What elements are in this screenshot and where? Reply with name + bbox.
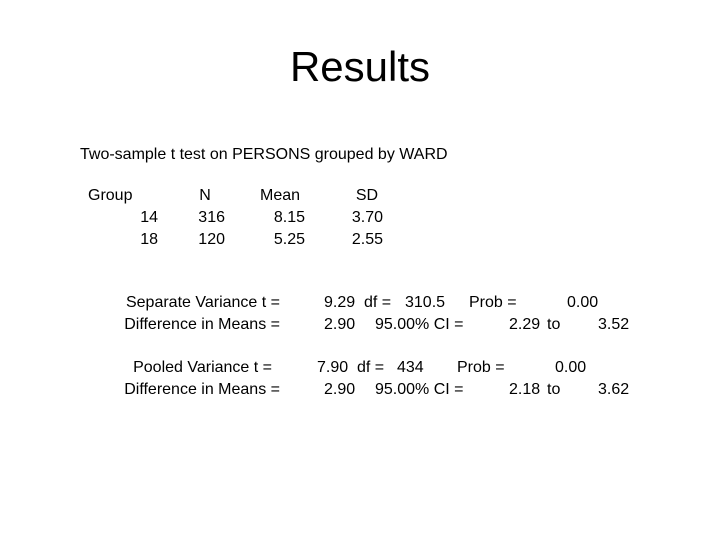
separate-t-value: 9.29 <box>324 294 356 311</box>
separate-ci-low: 2.29 <box>509 316 541 333</box>
row1-n: 316 <box>198 209 225 226</box>
pooled-ci-label: 95.00% CI = <box>375 381 464 398</box>
pooled-prob-label: Prob = <box>457 359 505 376</box>
pooled-ci-high: 3.62 <box>598 381 630 398</box>
row2-n: 120 <box>198 231 225 248</box>
col-header-group: Group <box>88 187 133 204</box>
pooled-prob-value: 0.00 <box>555 359 587 376</box>
col-header-mean: Mean <box>259 187 301 204</box>
pooled-ci-to: to <box>547 381 561 398</box>
row1-group: 14 <box>140 209 158 226</box>
separate-df-label: df = <box>364 294 392 311</box>
pooled-diff-value: 2.90 <box>324 381 356 398</box>
separate-ci-label: 95.00% CI = <box>375 316 464 333</box>
pooled-df-value: 434 <box>397 359 424 376</box>
separate-variance-label: Separate Variance t = <box>125 294 280 311</box>
slide-title: Results <box>289 43 431 90</box>
row1-mean: 8.15 <box>273 209 305 226</box>
pooled-df-label: df = <box>357 359 385 376</box>
separate-df-value: 310.5 <box>405 294 446 311</box>
row2-group: 18 <box>140 231 158 248</box>
row1-sd: 3.70 <box>351 209 383 226</box>
row2-mean: 5.25 <box>273 231 305 248</box>
separate-diff-label: Difference in Means = <box>124 316 280 333</box>
test-heading: Two-sample t test on PERSONS grouped by … <box>80 146 448 163</box>
pooled-variance-label: Pooled Variance t = <box>133 359 272 376</box>
pooled-ci-low: 2.18 <box>509 381 541 398</box>
separate-prob-label: Prob = <box>469 294 517 311</box>
col-header-n: N <box>199 187 211 204</box>
pooled-t-value: 7.90 <box>317 359 349 376</box>
separate-prob-value: 0.00 <box>567 294 599 311</box>
separate-ci-high: 3.52 <box>598 316 630 333</box>
pooled-diff-label: Difference in Means = <box>124 381 280 398</box>
col-header-sd: SD <box>355 187 379 204</box>
separate-diff-value: 2.90 <box>324 316 356 333</box>
separate-ci-to: to <box>547 316 561 333</box>
row2-sd: 2.55 <box>351 231 383 248</box>
